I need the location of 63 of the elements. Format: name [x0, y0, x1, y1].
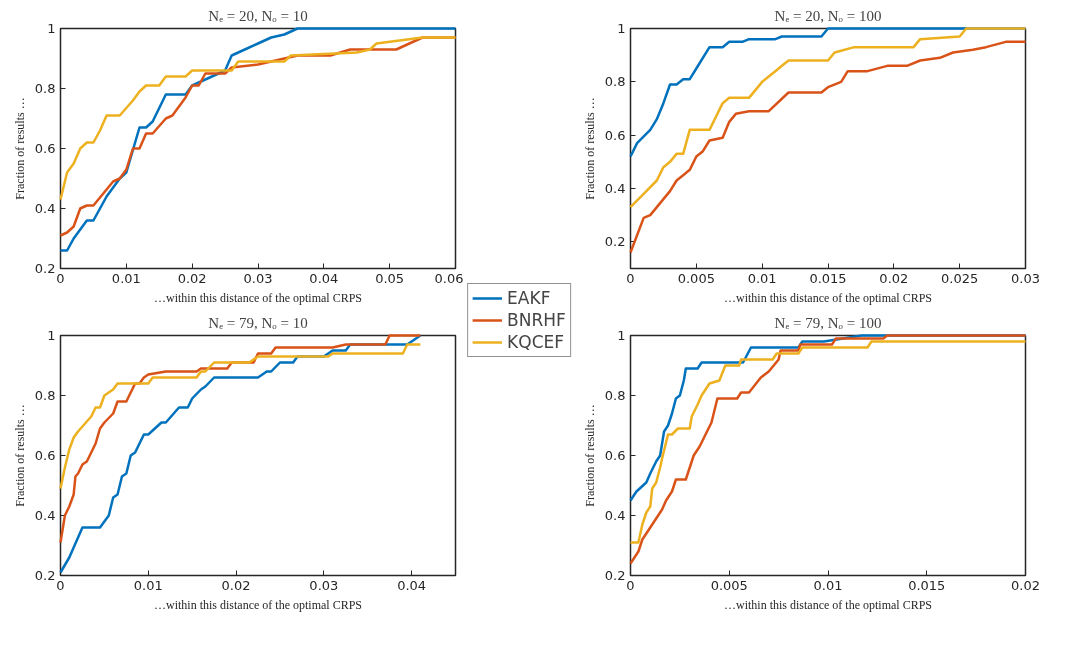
- x-tick-label: 0.02: [879, 270, 909, 286]
- x-tick-label: 0.02: [1011, 577, 1040, 593]
- chart-title: Nₑ = 79, Nₒ = 10: [208, 314, 308, 331]
- x-tick-label: 0.015: [809, 270, 847, 286]
- x-tick-label: 0: [626, 577, 635, 593]
- chart-title: Nₑ = 79, Nₒ = 100: [774, 314, 882, 331]
- x-tick-label: 0.01: [813, 577, 843, 593]
- y-tick-label: 0.2: [604, 568, 626, 583]
- y-tick-label: 0.6: [34, 141, 56, 156]
- y-tick-label: 0.2: [34, 261, 56, 276]
- y-tick-label: 0.8: [604, 388, 626, 403]
- x-axis-title: …within this distance of the optimal CRPS: [154, 290, 362, 305]
- legend-label: BNRHF: [507, 310, 566, 330]
- y-tick-label: 0.4: [34, 508, 56, 523]
- x-tick-label: 0: [56, 270, 65, 286]
- y-tick-label: 1: [47, 21, 56, 36]
- line-series: [59, 36, 457, 201]
- y-tick-label: 1: [617, 328, 626, 343]
- y-tick-label: 0.6: [604, 448, 626, 463]
- chart-title: Nₑ = 20, Nₒ = 10: [208, 7, 308, 24]
- y-axis-title: Fraction of results …: [12, 404, 27, 507]
- x-tick-label: 0.05: [375, 270, 405, 286]
- x-tick-label: 0.03: [243, 270, 273, 286]
- y-axis-title: Fraction of results …: [582, 404, 597, 507]
- x-tick-label: 0.01: [747, 270, 777, 286]
- x-tick-label: 0.025: [941, 270, 979, 286]
- y-tick-label: 0.4: [604, 181, 626, 196]
- y-axis-title: Fraction of results …: [582, 97, 597, 200]
- y-tick-label: 0.8: [34, 81, 56, 96]
- x-axis-title: …within this distance of the optimal CRPS: [724, 597, 932, 612]
- y-tick-label: 0.2: [34, 568, 56, 583]
- x-tick-label: 0.03: [1011, 270, 1040, 286]
- x-tick-label: 0: [56, 577, 65, 593]
- y-tick-label: 0.8: [604, 74, 626, 90]
- line-series: [629, 40, 1027, 254]
- x-tick-label: 0.005: [677, 270, 715, 286]
- x-tick-label: 0.02: [177, 270, 207, 286]
- x-tick-label: 0.02: [221, 577, 251, 593]
- y-tick-label: 0.4: [34, 201, 56, 216]
- y-tick-label: 1: [617, 21, 626, 36]
- x-tick-label: 0.04: [309, 270, 339, 286]
- y-axis-title: Fraction of results …: [12, 97, 27, 200]
- legend-label: EAKF: [507, 288, 551, 308]
- x-tick-label: 0.06: [434, 270, 464, 286]
- chart-title: Nₑ = 20, Nₒ = 100: [774, 7, 882, 24]
- x-tick-label: 0.03: [309, 577, 339, 593]
- x-tick-label: 0.01: [133, 577, 163, 593]
- y-tick-label: 0.6: [604, 127, 626, 143]
- x-tick-label: 0: [626, 270, 635, 286]
- y-tick-label: 0.2: [604, 234, 626, 250]
- y-tick-label: 0.4: [604, 508, 626, 523]
- legend-label: KQCEF: [507, 332, 565, 352]
- y-tick-label: 0.8: [34, 388, 56, 403]
- line-series: [59, 343, 422, 490]
- x-tick-label: 0.005: [710, 577, 748, 593]
- x-tick-label: 0.04: [397, 577, 427, 593]
- y-tick-label: 0.6: [34, 448, 56, 463]
- y-tick-label: 1: [47, 328, 56, 343]
- x-tick-label: 0.01: [111, 270, 141, 286]
- x-axis-title: …within this distance of the optimal CRPS: [724, 290, 932, 305]
- line-series: [629, 27, 1027, 209]
- x-axis-title: …within this distance of the optimal CRPS: [154, 597, 362, 612]
- x-tick-label: 0.015: [908, 577, 946, 593]
